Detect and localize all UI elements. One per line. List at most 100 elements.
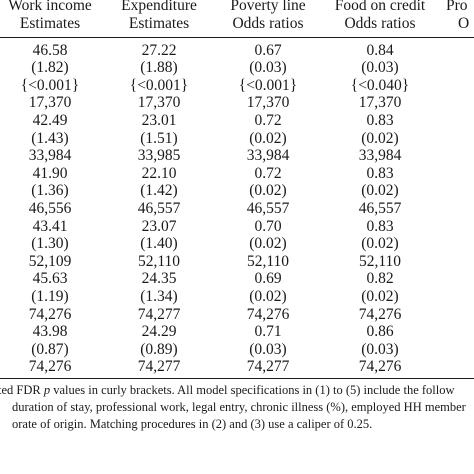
table-cell: 74,276 xyxy=(246,305,290,323)
table-cell: 0.72 xyxy=(254,111,282,129)
note-p-italic: p xyxy=(43,383,51,397)
table-cell: 52,109 xyxy=(28,252,72,270)
table-cell: {<0.040} xyxy=(350,76,410,94)
column-header-expenditure: Expenditure Estimates xyxy=(107,0,211,33)
column-header-subtitle: Estimates xyxy=(128,15,190,32)
table-cell: (1.82) xyxy=(31,59,69,77)
table-cell: 45.63 xyxy=(32,270,68,288)
column-header-partial: Pro O xyxy=(446,0,474,33)
column-header-title: Work income xyxy=(8,0,92,14)
table-cell: 43.41 xyxy=(32,217,68,235)
table-cell: 23.01 xyxy=(141,111,177,129)
table-note-line-1: ted FDR p values in curly brackets. All … xyxy=(0,382,455,399)
table-cell: (0.03) xyxy=(249,340,287,358)
table-cell: 0.82 xyxy=(366,270,394,288)
table-cell: (1.43) xyxy=(31,129,69,147)
table-cell: (0.03) xyxy=(361,59,399,77)
table-cell: (1.30) xyxy=(31,235,69,253)
column-header-title: Poverty line xyxy=(230,0,306,14)
table-cell: {<0.001} xyxy=(238,76,298,94)
table-cell: 17,370 xyxy=(246,94,290,112)
table-cell: 46,557 xyxy=(246,199,290,217)
column-header-poverty-line: Poverty line Odds ratios xyxy=(216,0,320,33)
table-cell: (1.88) xyxy=(140,59,178,77)
table-cell: (1.51) xyxy=(140,129,178,147)
table-cell: (0.03) xyxy=(361,340,399,358)
column-header-food-on-credit: Food on credit Odds ratios xyxy=(318,0,442,33)
table-cell: (0.02) xyxy=(249,287,287,305)
column-header-subtitle: O xyxy=(458,15,470,32)
table-cell: (0.02) xyxy=(249,235,287,253)
table-cell: (0.02) xyxy=(249,129,287,147)
table-cell: (0.02) xyxy=(361,235,399,253)
table-cell: 27.22 xyxy=(141,41,177,59)
table-cell: 46,556 xyxy=(28,199,72,217)
column-header-title: Pro xyxy=(446,0,468,14)
table-cell: 43.98 xyxy=(32,323,68,341)
table-cell: (1.42) xyxy=(140,182,178,200)
note-text: values in curly brackets. All model spec… xyxy=(50,383,455,397)
table-cell: 0.70 xyxy=(254,217,282,235)
table-cell: (1.19) xyxy=(31,287,69,305)
table-cell: (1.40) xyxy=(140,235,178,253)
table-cell: 17,370 xyxy=(358,94,402,112)
table-cell: 0.69 xyxy=(254,270,282,288)
table-cell: 74,277 xyxy=(137,358,181,376)
table-bottom-rule xyxy=(0,378,474,379)
table-top-rule xyxy=(0,37,474,38)
table-cell: 0.84 xyxy=(366,41,394,59)
column-header-work-income: Work income Estimates xyxy=(0,0,102,33)
table-cell: 33,985 xyxy=(137,147,181,165)
table-cell: 46,557 xyxy=(137,199,181,217)
table-cell: 74,277 xyxy=(246,358,290,376)
table-cell: 0.71 xyxy=(254,323,282,341)
table-cell: 33,984 xyxy=(28,147,72,165)
table-cell: 33,984 xyxy=(246,147,290,165)
table-cell: 74,276 xyxy=(28,358,72,376)
table-cell: 52,110 xyxy=(358,252,402,270)
table-cell: 42.49 xyxy=(32,111,68,129)
table-cell: 52,110 xyxy=(246,252,290,270)
table-cell: (0.03) xyxy=(249,59,287,77)
table-cell: 33,984 xyxy=(358,147,402,165)
table-cell: 41.90 xyxy=(32,164,68,182)
table-cell: 74,276 xyxy=(358,305,402,323)
table-cell: 0.83 xyxy=(366,164,394,182)
table-cell: (0.02) xyxy=(361,129,399,147)
table-cell: 46.58 xyxy=(32,41,68,59)
table-cell: (0.02) xyxy=(361,182,399,200)
table-cell: {<0.001} xyxy=(129,76,189,94)
table-cell: 17,370 xyxy=(28,94,72,112)
column-header-subtitle: Estimates xyxy=(19,15,81,32)
table-note-line-3: orate of origin. Matching procedures in … xyxy=(12,417,373,431)
table-cell: 52,110 xyxy=(137,252,181,270)
table-cell: 0.67 xyxy=(254,41,282,59)
table-cell: (1.36) xyxy=(31,182,69,200)
table-cell: 46,557 xyxy=(358,199,402,217)
column-header-subtitle: Odds ratios xyxy=(344,15,416,32)
table-cell: 22.10 xyxy=(141,164,177,182)
table-cell: 23.07 xyxy=(141,217,177,235)
table-cell: 24.29 xyxy=(141,323,177,341)
table-cell: 0.86 xyxy=(366,323,394,341)
table-cell: (0.89) xyxy=(140,340,178,358)
table-cell: (1.34) xyxy=(140,287,178,305)
table-cell: 74,276 xyxy=(28,305,72,323)
table-cell: 24.35 xyxy=(141,270,177,288)
table-cell: 0.72 xyxy=(254,164,282,182)
table-cell: 0.83 xyxy=(366,111,394,129)
table-cell: 0.83 xyxy=(366,217,394,235)
column-header-title: Food on credit xyxy=(334,0,426,14)
table-cell: 17,370 xyxy=(137,94,181,112)
table-cell: 74,276 xyxy=(358,358,402,376)
table-note-line-2: duration of stay, professional work, leg… xyxy=(12,400,466,414)
column-header-subtitle: Odds ratios xyxy=(232,15,304,32)
table-cell: (0.02) xyxy=(249,182,287,200)
column-header-title: Expenditure xyxy=(121,0,197,14)
table-cell: {<0.001} xyxy=(20,76,80,94)
table-cell: (0.02) xyxy=(361,287,399,305)
table-cell: (0.87) xyxy=(31,340,69,358)
table-cell: 74,277 xyxy=(137,305,181,323)
note-text: ted FDR xyxy=(0,383,44,397)
